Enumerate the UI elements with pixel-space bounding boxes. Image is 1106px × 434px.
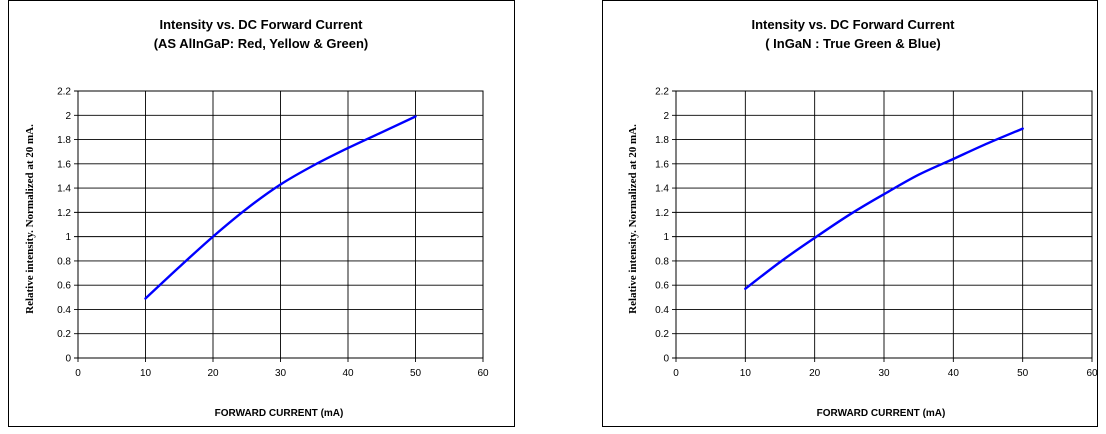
y-tick-label: 1.8 xyxy=(655,135,669,146)
x-tick-label: 60 xyxy=(477,368,489,379)
chart-svg-left: Intensity vs. DC Forward Current (AS AlI… xyxy=(24,17,489,419)
y-axis-label: Relative intensity. Normalized at 20 mA. xyxy=(24,124,36,314)
y-tick-label: 2 xyxy=(663,111,669,122)
y-tick-label: 2 xyxy=(65,111,71,122)
y-axis-label: Relative intensity. Normalized at 20 mA. xyxy=(627,124,639,314)
x-tick-label: 40 xyxy=(948,368,960,379)
plot-area: 0 0.2 0.4 0.6 0.8 1 1.2 1.4 1.6 1.8 2 2.2 0 10 20 30 40 5… xyxy=(655,87,1097,380)
y-tick-label: 0.8 xyxy=(57,256,71,267)
chart-panel-right: Intensity vs. DC Forward Current ( InGaN… xyxy=(602,0,1098,427)
y-tick-label: 1.6 xyxy=(57,159,71,170)
chart-subtitle: ( InGaN : True Green & Blue) xyxy=(765,36,941,51)
y-tick-label: 1.4 xyxy=(57,184,71,195)
x-tick-label: 30 xyxy=(275,368,287,379)
x-axis-label: FORWARD CURRENT (mA) xyxy=(817,408,946,419)
y-tick-label: 1 xyxy=(663,232,669,243)
x-tick-label: 20 xyxy=(207,368,219,379)
y-tick-label: 0 xyxy=(663,354,669,365)
y-tick-label: 1.2 xyxy=(57,208,71,219)
x-tick-label: 0 xyxy=(673,368,679,379)
series-line xyxy=(144,115,417,300)
y-tick-label: 2.2 xyxy=(655,87,669,98)
series-line xyxy=(744,127,1024,290)
x-tick-label: 50 xyxy=(1017,368,1029,379)
x-tick-label: 30 xyxy=(878,368,890,379)
y-tick-label: 1.6 xyxy=(655,159,669,170)
y-tick-label: 0.8 xyxy=(655,256,669,267)
x-axis-label: FORWARD CURRENT (mA) xyxy=(215,408,344,419)
y-tick-label: 1 xyxy=(65,232,71,243)
chart-title: Intensity vs. DC Forward Current xyxy=(752,17,956,32)
x-tick-label: 60 xyxy=(1086,368,1097,379)
x-tick-label: 20 xyxy=(809,368,821,379)
y-tick-label: 2.2 xyxy=(57,87,71,98)
x-tick-label: 40 xyxy=(342,368,354,379)
y-tick-label: 0.6 xyxy=(57,281,71,292)
y-tick-label: 1.2 xyxy=(655,208,669,219)
y-tick-label: 0 xyxy=(65,354,71,365)
chart-subtitle: (AS AlInGaP: Red, Yellow & Green) xyxy=(154,36,369,51)
chart-svg-right: Intensity vs. DC Forward Current ( InGaN… xyxy=(627,17,1097,419)
y-tick-label: 0.4 xyxy=(655,305,669,316)
y-tick-label: 0.2 xyxy=(655,329,669,340)
chart-panel-left: Intensity vs. DC Forward Current (AS AlI… xyxy=(8,0,515,427)
y-tick-label: 1.4 xyxy=(655,184,669,195)
y-tick-label: 0.6 xyxy=(655,281,669,292)
x-tick-label: 50 xyxy=(410,368,422,379)
x-tick-label: 10 xyxy=(140,368,152,379)
chart-title: Intensity vs. DC Forward Current xyxy=(160,17,364,32)
x-tick-label: 10 xyxy=(740,368,752,379)
y-tick-label: 0.4 xyxy=(57,305,71,316)
plot-area: 0 0.2 0.4 0.6 0.8 1 1.2 1.4 1.6 1.8 2 2.2 0 10 20 30 40 5… xyxy=(57,87,489,380)
x-tick-label: 0 xyxy=(75,368,81,379)
y-tick-label: 1.8 xyxy=(57,135,71,146)
y-tick-label: 0.2 xyxy=(57,329,71,340)
